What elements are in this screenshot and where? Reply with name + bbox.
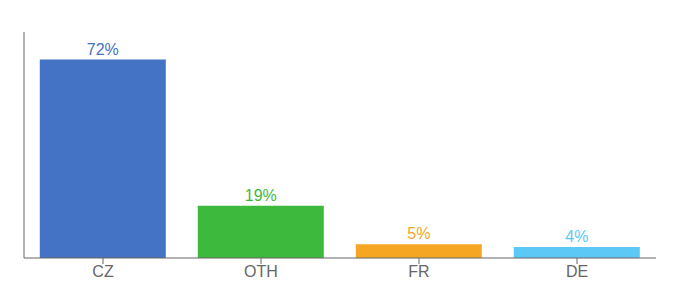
svg-text:4%: 4% bbox=[565, 228, 588, 245]
svg-text:FR: FR bbox=[408, 263, 429, 280]
svg-text:OTH: OTH bbox=[244, 263, 278, 280]
svg-text:CZ: CZ bbox=[92, 263, 114, 280]
svg-text:5%: 5% bbox=[407, 225, 430, 242]
svg-text:DE: DE bbox=[566, 263, 588, 280]
svg-text:19%: 19% bbox=[245, 187, 277, 204]
svg-text:72%: 72% bbox=[87, 41, 119, 58]
